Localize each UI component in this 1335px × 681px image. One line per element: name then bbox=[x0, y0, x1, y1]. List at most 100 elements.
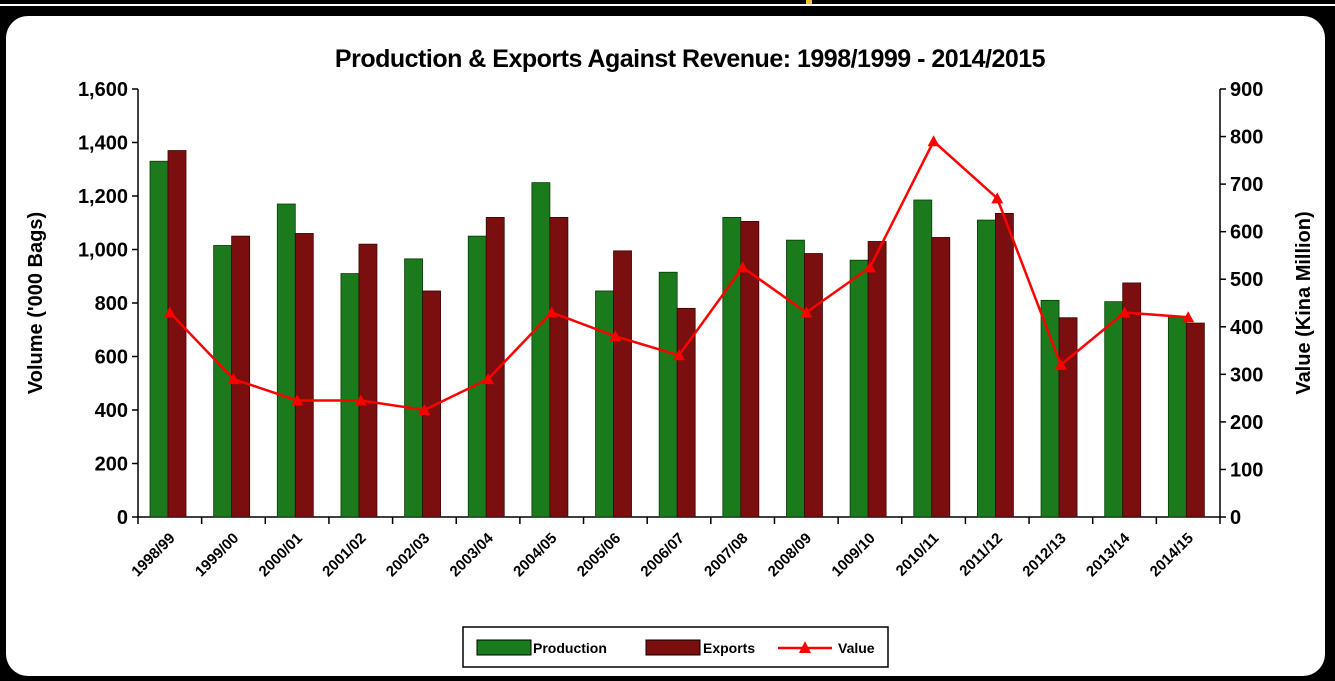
y-tick-label: 1,600 bbox=[78, 79, 128, 101]
point-value bbox=[163, 306, 176, 318]
point-value bbox=[1118, 306, 1131, 318]
legend-swatch-production bbox=[476, 639, 532, 656]
top-border-line bbox=[0, 4, 1335, 6]
bar-exports bbox=[995, 212, 1014, 518]
y-tick-label: 1,000 bbox=[78, 240, 128, 262]
bar-exports bbox=[804, 253, 823, 518]
bar-production bbox=[658, 271, 678, 518]
x-tick-label: 2008/09 bbox=[765, 530, 815, 580]
bar-exports bbox=[358, 243, 378, 518]
bar-production bbox=[149, 160, 169, 518]
y-tick-label: 1,200 bbox=[78, 186, 128, 208]
point-value bbox=[1054, 358, 1067, 370]
chart-title: Production & Exports Against Revenue: 19… bbox=[335, 45, 1046, 73]
point-value bbox=[418, 404, 431, 415]
legend-swatch-exports bbox=[645, 639, 701, 656]
bar-production bbox=[340, 273, 360, 518]
y2-tick-label: 500 bbox=[1230, 269, 1263, 291]
bar-production bbox=[977, 219, 996, 518]
y-axis-label: Volume ('000 Bags) bbox=[25, 212, 47, 394]
bar-production bbox=[531, 182, 551, 518]
y2-tick-label: 900 bbox=[1230, 79, 1263, 101]
bar-exports bbox=[1058, 317, 1078, 518]
bar-production bbox=[722, 216, 742, 518]
bar-exports bbox=[167, 150, 187, 518]
point-value bbox=[291, 394, 304, 406]
point-value bbox=[927, 135, 940, 147]
point-value bbox=[545, 306, 558, 318]
y-tick-label: 600 bbox=[95, 347, 128, 369]
bar-production bbox=[913, 199, 933, 518]
top-accent-mark bbox=[806, 0, 812, 4]
bar-production bbox=[1104, 301, 1124, 518]
bar-exports bbox=[549, 216, 569, 518]
y2-tick-label: 200 bbox=[1230, 412, 1263, 434]
point-value bbox=[673, 349, 685, 361]
y-tick-label: 200 bbox=[95, 454, 128, 476]
bar-production bbox=[404, 258, 423, 518]
y2-tick-label: 700 bbox=[1230, 174, 1263, 196]
bar-exports bbox=[294, 233, 314, 518]
bar-exports bbox=[1185, 322, 1205, 518]
y-tick-label: 1,400 bbox=[78, 133, 128, 155]
y-tick-label: 400 bbox=[95, 400, 128, 422]
y2-tick-label: 600 bbox=[1230, 222, 1263, 244]
x-tick-label: 1999/00 bbox=[192, 530, 242, 580]
bar-exports bbox=[422, 290, 441, 518]
x-tick-label: 2013/14 bbox=[1083, 529, 1134, 580]
point-value bbox=[482, 373, 495, 385]
legend-marker-value bbox=[799, 641, 811, 653]
x-tick-label: 2010/11 bbox=[893, 530, 943, 580]
y2-axis-label: Value (Kina Million) bbox=[1293, 211, 1315, 394]
bar-production bbox=[1040, 299, 1060, 518]
legend-label-exports: Exports bbox=[703, 640, 755, 656]
point-value bbox=[800, 306, 813, 318]
y2-tick-label: 800 bbox=[1230, 127, 1263, 149]
y2-tick-label: 300 bbox=[1230, 364, 1263, 386]
x-tick-label: 2004/05 bbox=[510, 530, 560, 580]
x-tick-label: 2014/15 bbox=[1147, 530, 1197, 580]
y2-tick-label: 400 bbox=[1230, 317, 1263, 339]
point-value bbox=[609, 330, 622, 342]
point-value bbox=[354, 394, 367, 406]
point-value bbox=[227, 373, 240, 385]
y-tick-label: 0 bbox=[117, 507, 128, 529]
bar-production bbox=[786, 239, 805, 518]
y-tick-label: 800 bbox=[95, 293, 128, 315]
x-tick-label: 1998/99 bbox=[128, 530, 178, 580]
x-tick-label: 2006/07 bbox=[637, 530, 687, 580]
y2-tick-label: 0 bbox=[1230, 507, 1241, 529]
legend-label-production: Production bbox=[533, 640, 607, 656]
x-tick-label: 2000/01 bbox=[256, 530, 306, 580]
y2-tick-label: 100 bbox=[1230, 459, 1263, 481]
bar-exports bbox=[740, 221, 760, 518]
x-tick-label: 2002/03 bbox=[383, 530, 433, 580]
bar-production bbox=[1167, 315, 1187, 518]
bar-exports bbox=[931, 237, 951, 518]
x-tick-label: 2001/02 bbox=[319, 530, 369, 580]
legend-label-value: Value bbox=[838, 640, 875, 656]
bar-production bbox=[276, 203, 296, 518]
x-tick-label: 2011/12 bbox=[956, 530, 1006, 580]
x-tick-label: 2005/06 bbox=[574, 530, 624, 580]
bar-exports bbox=[485, 216, 505, 518]
x-tick-label: 2003/04 bbox=[447, 529, 498, 580]
bar-exports bbox=[867, 241, 887, 518]
bar-production bbox=[213, 245, 233, 518]
bar-production bbox=[467, 235, 487, 518]
bar-production bbox=[849, 259, 869, 518]
x-tick-label: 1009/10 bbox=[828, 530, 878, 580]
bar-production bbox=[595, 290, 614, 518]
point-value bbox=[736, 261, 749, 273]
point-value bbox=[991, 192, 1004, 204]
bar-exports bbox=[1122, 282, 1142, 518]
x-tick-label: 2007/08 bbox=[701, 530, 751, 580]
point-value bbox=[863, 261, 876, 273]
point-value bbox=[1182, 311, 1195, 323]
plot-area: 0 200 400 600 800 1,000 1,200 1,400 1,600 0 100 200… bbox=[78, 79, 1263, 580]
x-tick-label: 2012/13 bbox=[1019, 530, 1069, 580]
bar-exports bbox=[613, 250, 632, 518]
legend: Production Exports Value bbox=[462, 626, 889, 668]
bar-exports bbox=[676, 307, 696, 518]
